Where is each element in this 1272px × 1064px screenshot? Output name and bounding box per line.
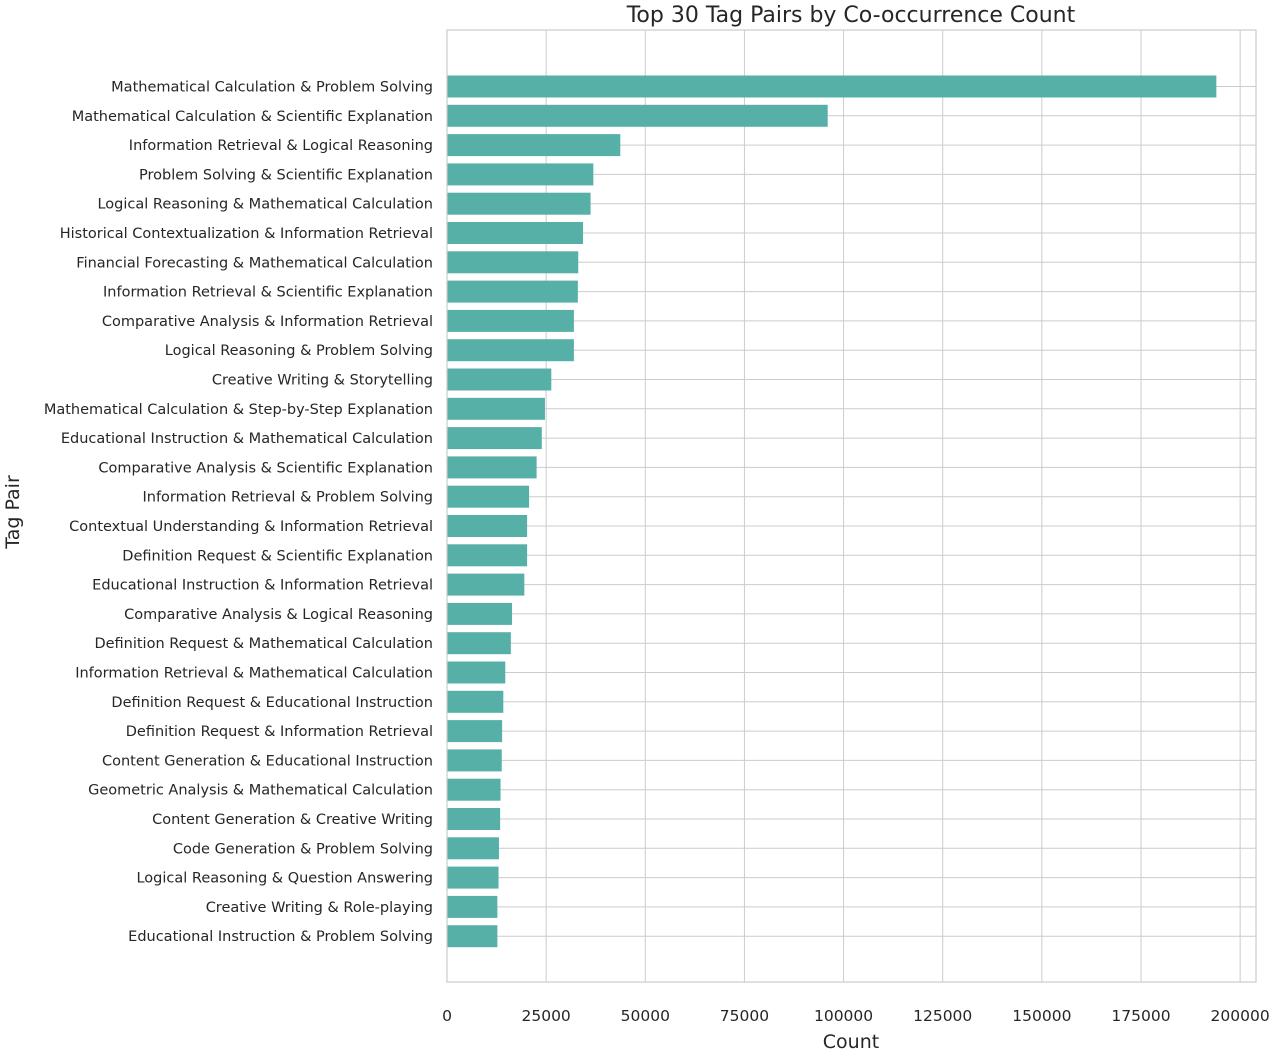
category-label: Geometric Analysis & Mathematical Calcul…: [88, 783, 433, 799]
bar: [447, 192, 591, 215]
x-tick-labels: 0 25000 50000 75000 100000 125000 150000 175000…: [442, 1007, 1270, 1025]
category-label: Mathematical Calculation & Step-by-Step …: [44, 402, 433, 418]
category-label: Historical Contextualization & Informati…: [60, 226, 433, 242]
category-label: Creative Writing & Storytelling: [212, 373, 433, 389]
category-label: Definition Request & Scientific Explanat…: [122, 548, 433, 564]
bar: [447, 866, 499, 889]
category-label: Information Retrieval & Scientific Expla…: [103, 285, 433, 301]
bar: [447, 515, 528, 537]
category-label: Contextual Understanding & Information R…: [69, 519, 433, 535]
category-label: Educational Instruction & Mathematical C…: [61, 431, 433, 447]
bar: [447, 427, 542, 450]
bar: [447, 837, 499, 860]
bar: [447, 280, 578, 303]
x-tick-label: 75000: [720, 1007, 769, 1025]
bar: [447, 163, 594, 186]
chart-title: Top 30 Tag Pairs by Co-occurrence Count: [626, 3, 1076, 28]
bar: [447, 661, 506, 684]
bar: [447, 690, 504, 713]
bar: [447, 602, 513, 625]
bar: [447, 778, 501, 801]
category-label: Comparative Analysis & Scientific Explan…: [98, 460, 433, 476]
category-label: Definition Request & Mathematical Calcul…: [94, 636, 433, 652]
x-axis-label: Count: [823, 1031, 879, 1053]
bar: [447, 749, 502, 772]
bars: [447, 75, 1217, 948]
bar: [447, 925, 498, 948]
bar: [447, 808, 501, 830]
y-axis-label: Tag Pair: [2, 475, 24, 550]
bar: [447, 544, 528, 567]
bar: [447, 104, 828, 127]
category-label: Definition Request & Information Retriev…: [126, 724, 433, 740]
x-tick-label: 50000: [621, 1007, 670, 1025]
category-label: Comparative Analysis & Information Retri…: [102, 314, 433, 330]
category-label: Content Generation & Educational Instruc…: [102, 753, 433, 769]
bar: [447, 895, 498, 918]
category-label: Financial Forecasting & Mathematical Cal…: [76, 255, 433, 271]
x-tick-label: 175000: [1111, 1007, 1170, 1025]
x-tick-label: 125000: [913, 1007, 972, 1025]
bar: [447, 251, 579, 274]
category-label: Educational Instruction & Problem Solvin…: [128, 929, 433, 945]
bar: [447, 368, 552, 391]
category-label: Logical Reasoning & Question Answering: [136, 871, 433, 887]
x-tick-label: 25000: [521, 1007, 570, 1025]
bar: [447, 573, 525, 596]
bar: [447, 75, 1217, 98]
category-label: Mathematical Calculation & Scientific Ex…: [72, 109, 433, 125]
category-label: Educational Instruction & Information Re…: [92, 578, 433, 594]
bar: [447, 134, 621, 157]
category-label: Information Retrieval & Logical Reasonin…: [129, 138, 433, 154]
x-tick-label: 0: [442, 1007, 452, 1025]
bar: [447, 632, 511, 655]
category-label: Information Retrieval & Mathematical Cal…: [75, 666, 433, 682]
bar: [447, 397, 545, 420]
category-label: Comparative Analysis & Logical Reasoning: [124, 607, 433, 623]
category-label: Code Generation & Problem Solving: [173, 841, 433, 857]
category-label: Content Generation & Creative Writing: [152, 812, 433, 828]
bar: [447, 485, 530, 508]
x-tick-label: 200000: [1211, 1007, 1270, 1025]
category-label: Logical Reasoning & Mathematical Calcula…: [97, 197, 433, 213]
bar: [447, 720, 503, 743]
x-tick-label: 100000: [814, 1007, 873, 1025]
bar: [447, 309, 574, 332]
plot-frame: [446, 29, 1257, 983]
bar: [447, 222, 584, 244]
category-label: Definition Request & Educational Instruc…: [111, 695, 433, 711]
y-tick-labels: Mathematical Calculation & Problem Solvi…: [44, 80, 433, 946]
x-tick-label: 150000: [1012, 1007, 1071, 1025]
bar: [447, 456, 537, 479]
bar: [447, 339, 574, 362]
category-label: Creative Writing & Role-playing: [206, 900, 433, 916]
category-label: Information Retrieval & Problem Solving: [142, 490, 433, 506]
category-label: Problem Solving & Scientific Explanation: [139, 167, 433, 183]
category-label: Mathematical Calculation & Problem Solvi…: [111, 80, 433, 96]
category-label: Logical Reasoning & Problem Solving: [165, 343, 433, 359]
